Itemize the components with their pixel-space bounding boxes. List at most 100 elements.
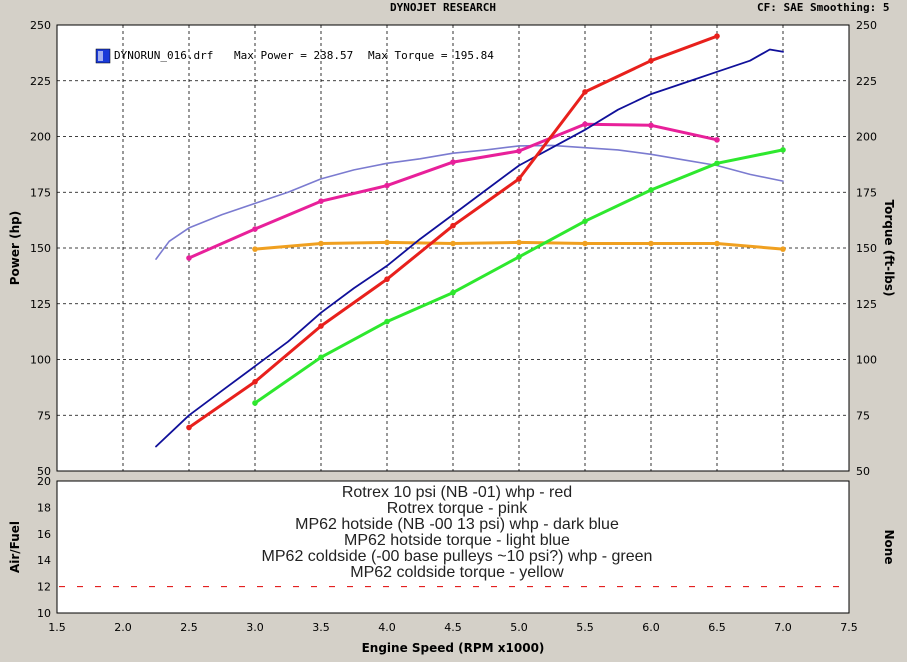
legend-entry: MP62 hotside torque - light blue xyxy=(344,532,570,549)
torque-tick-label: 200 xyxy=(856,131,877,144)
rpm-tick-label: 7.0 xyxy=(774,621,792,634)
data-point-mp62-cold-whp xyxy=(516,254,522,260)
rpm-tick-label: 5.5 xyxy=(576,621,594,634)
power-tick-label: 150 xyxy=(30,242,51,255)
run-legend-max-power: Max Power = 238.57 xyxy=(234,49,353,62)
rpm-tick-label: 4.5 xyxy=(444,621,462,634)
data-point-rotrex-torque xyxy=(384,182,390,189)
data-point-mp62-cold-torque xyxy=(252,246,258,252)
none-axis-label: None xyxy=(882,530,896,565)
run-legend-swatch-inner xyxy=(98,51,103,61)
data-point-mp62-cold-torque xyxy=(450,240,456,247)
data-point-mp62-cold-torque xyxy=(582,240,588,247)
data-point-rotrex-whp xyxy=(648,57,654,64)
airfuel-axis-label: Air/Fuel xyxy=(8,521,22,573)
power-tick-label: 225 xyxy=(30,75,51,88)
legend-entry: MP62 coldside (-00 base pulleys ~10 psi?… xyxy=(262,548,653,565)
power-tick-label: 50 xyxy=(37,465,51,478)
rpm-tick-label: 2.0 xyxy=(114,621,132,634)
data-point-mp62-cold-whp xyxy=(318,354,324,361)
rpm-tick-label: 3.0 xyxy=(246,621,264,634)
top-grid xyxy=(57,25,849,471)
data-point-mp62-cold-whp xyxy=(384,318,390,325)
legend-entry: MP62 hotside (NB -00 13 psi) whp - dark … xyxy=(295,516,619,533)
data-point-rotrex-whp xyxy=(252,379,258,385)
data-point-mp62-cold-whp xyxy=(780,147,786,153)
airfuel-tick-label: 10 xyxy=(37,607,51,620)
data-point-mp62-cold-whp xyxy=(714,160,720,167)
power-axis-ticks: 50 75 100 125 150 175 200 225 250 xyxy=(30,19,51,478)
rpm-tick-label: 6.0 xyxy=(642,621,660,634)
run-legend-max-torque: Max Torque = 195.84 xyxy=(368,49,494,62)
data-point-rotrex-whp xyxy=(384,276,390,283)
torque-tick-label: 150 xyxy=(856,242,877,255)
data-point-mp62-cold-torque xyxy=(714,240,720,247)
data-point-rotrex-whp xyxy=(516,176,522,182)
torque-axis-ticks: 50 75 100 125 150 175 200 225 250 xyxy=(856,19,877,478)
bottom-plot-area xyxy=(56,480,850,614)
power-tick-label: 75 xyxy=(37,409,51,422)
rpm-tick-label: 7.5 xyxy=(840,621,858,634)
data-point-rotrex-torque xyxy=(186,255,192,261)
power-tick-label: 125 xyxy=(30,298,51,311)
data-point-mp62-cold-whp xyxy=(648,187,654,193)
data-point-mp62-cold-torque xyxy=(780,246,786,252)
airfuel-tick-label: 16 xyxy=(37,528,51,541)
chart-title: DYNOJET RESEARCH xyxy=(390,1,496,14)
series-line-mp62-hot-torque xyxy=(155,144,784,260)
airfuel-axis-ticks: 10 12 14 16 18 20 xyxy=(37,475,51,620)
data-point-rotrex-torque xyxy=(252,226,258,232)
power-tick-label: 250 xyxy=(30,19,51,32)
rpm-tick-label: 5.0 xyxy=(510,621,528,634)
legend-entry: MP62 coldside torque - yellow xyxy=(350,564,564,581)
run-legend-file: DYNORUN_016.drf xyxy=(114,49,213,62)
rpm-tick-label: 1.5 xyxy=(48,621,66,634)
torque-tick-label: 250 xyxy=(856,19,877,32)
data-point-rotrex-whp xyxy=(714,33,720,39)
torque-tick-label: 75 xyxy=(856,409,870,422)
rpm-tick-label: 4.0 xyxy=(378,621,396,634)
data-point-mp62-cold-torque xyxy=(516,239,522,246)
data-point-mp62-cold-torque xyxy=(648,240,654,247)
torque-tick-label: 50 xyxy=(856,465,870,478)
airfuel-tick-label: 12 xyxy=(37,581,51,594)
data-point-rotrex-whp xyxy=(318,323,324,329)
rpm-tick-label: 3.5 xyxy=(312,621,330,634)
data-point-rotrex-torque xyxy=(450,159,456,165)
data-point-mp62-cold-whp xyxy=(450,289,456,296)
data-point-rotrex-whp xyxy=(186,424,192,431)
data-point-rotrex-torque xyxy=(648,122,654,129)
power-tick-label: 175 xyxy=(30,186,51,199)
data-point-rotrex-torque xyxy=(516,148,522,154)
data-point-rotrex-torque xyxy=(714,137,720,143)
rpm-axis-ticks: 1.5 2.0 2.5 3.0 3.5 4.0 4.5 5.0 5.5 6.0 6.5 7.0 7.5 xyxy=(48,621,858,634)
rpm-tick-label: 2.5 xyxy=(180,621,198,634)
series-group xyxy=(155,33,786,448)
airfuel-tick-label: 18 xyxy=(37,501,51,514)
data-point-mp62-cold-torque xyxy=(318,240,324,247)
power-axis-label: Power (hp) xyxy=(8,211,22,285)
rpm-tick-label: 6.5 xyxy=(708,621,726,634)
torque-tick-label: 100 xyxy=(856,354,877,367)
legend-entry: Rotrex 10 psi (NB -01) whp - red xyxy=(342,484,572,501)
series-line-mp62-hot-whp xyxy=(155,48,784,448)
dyno-settings: CF: SAE Smoothing: 5 xyxy=(757,1,890,14)
airfuel-tick-label: 20 xyxy=(37,475,51,488)
data-point-rotrex-whp xyxy=(582,89,588,95)
data-point-mp62-cold-whp xyxy=(252,400,258,406)
power-tick-label: 100 xyxy=(30,354,51,367)
power-tick-label: 200 xyxy=(30,131,51,144)
airfuel-tick-label: 14 xyxy=(37,554,51,567)
legend-entry: Rotrex torque - pink xyxy=(387,500,529,517)
torque-tick-label: 125 xyxy=(856,298,877,311)
data-point-rotrex-whp xyxy=(450,222,456,229)
torque-tick-label: 225 xyxy=(856,75,877,88)
data-point-mp62-cold-whp xyxy=(582,218,588,225)
data-point-rotrex-torque xyxy=(582,121,588,128)
rpm-axis-label: Engine Speed (RPM x1000) xyxy=(362,641,545,655)
torque-tick-label: 175 xyxy=(856,186,877,199)
data-point-rotrex-torque xyxy=(318,198,324,204)
data-point-mp62-cold-torque xyxy=(384,239,390,246)
